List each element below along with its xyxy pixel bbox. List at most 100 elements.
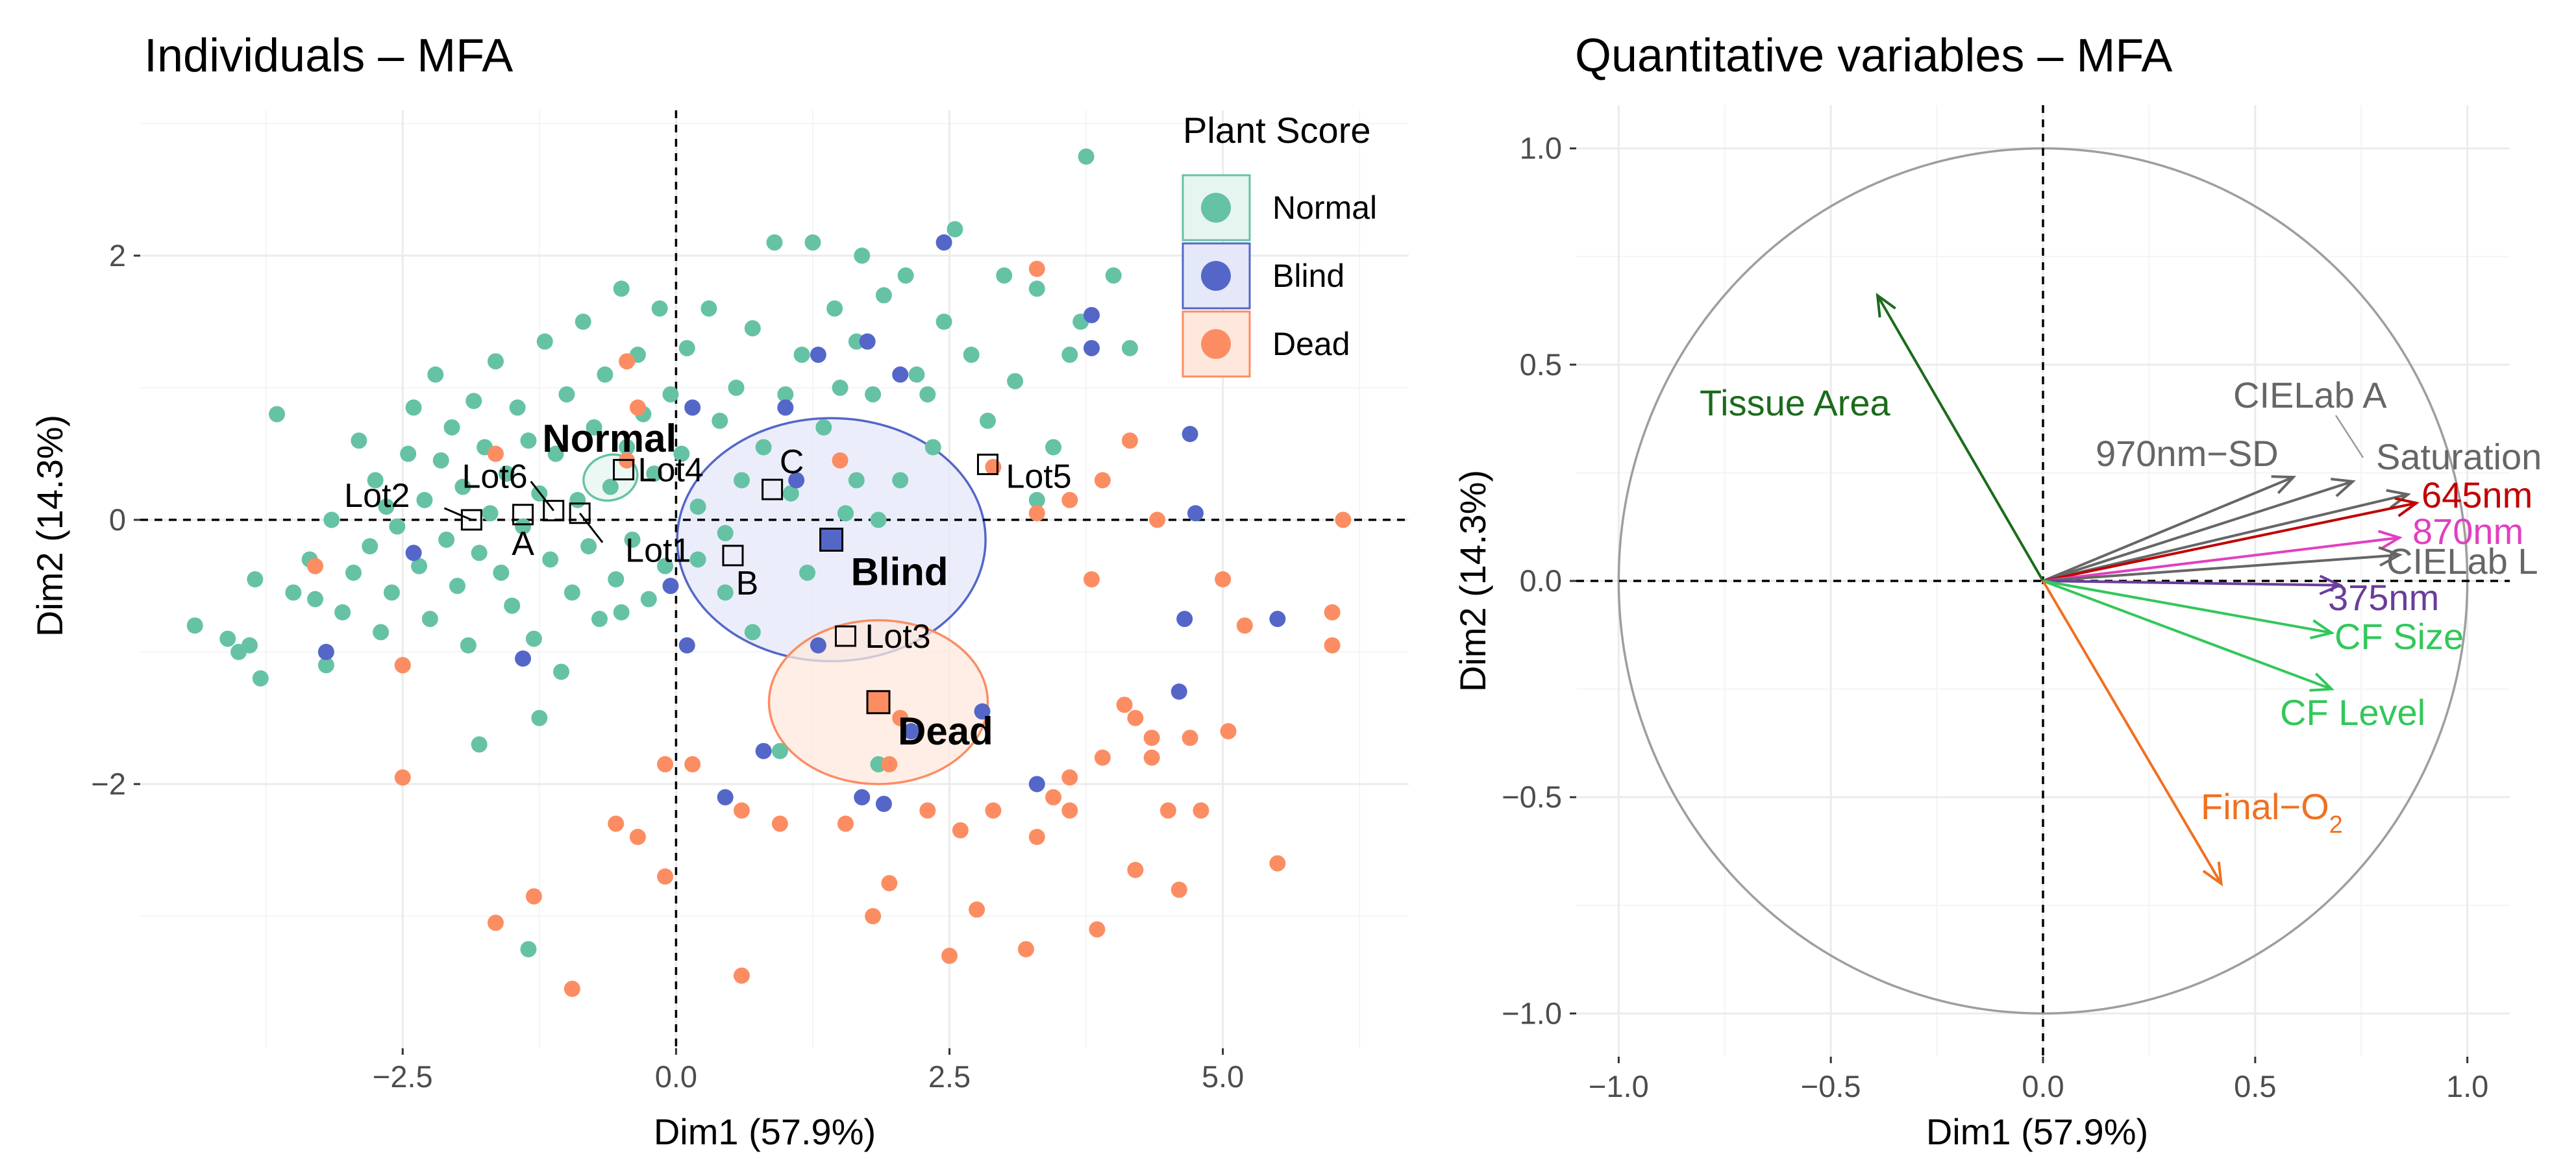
lot-marker [976, 453, 998, 475]
point-dead [394, 769, 411, 786]
individual-points [186, 148, 1352, 997]
point-dead [1061, 491, 1078, 508]
point-normal [897, 267, 914, 284]
point-dead [1089, 921, 1106, 938]
y-tick-label: 0 [109, 502, 126, 537]
point-normal [400, 445, 417, 462]
label-leader [443, 507, 472, 521]
point-blind [935, 234, 952, 251]
legend-label-normal: Normal [1272, 190, 1377, 226]
point-blind [1084, 339, 1100, 356]
point-blind [684, 399, 701, 416]
arrow-head [2202, 861, 2223, 887]
point-normal [247, 571, 264, 587]
point-normal [378, 498, 395, 515]
lot-marker [569, 502, 591, 524]
point-dead [307, 558, 324, 574]
left-x-axis-title: Dim1 (57.9%) [654, 1111, 876, 1152]
point-blind [875, 795, 892, 812]
legend-dot-normal [1201, 193, 1231, 223]
point-blind [662, 578, 679, 595]
point-dead [733, 967, 750, 984]
arrow-head [2309, 672, 2335, 692]
point-dead [1143, 730, 1160, 746]
point-dead [629, 399, 646, 416]
point-normal [443, 419, 460, 436]
variable-arrow [2042, 536, 2400, 582]
variable-arrow [2042, 580, 2333, 691]
lot-marker [834, 625, 856, 647]
arrow-head [2377, 530, 2403, 550]
point-dead [1127, 709, 1144, 726]
variable-label: 375nm [2328, 577, 2439, 618]
point-blind [1170, 683, 1187, 700]
point-dead [941, 948, 958, 965]
point-blind [515, 650, 532, 667]
point-dead [1269, 855, 1286, 872]
point-dead [1028, 505, 1045, 522]
point-normal [219, 630, 236, 647]
lot-label: Lot2 [344, 477, 410, 515]
lot-label: A [512, 525, 534, 563]
label-leader [2334, 415, 2364, 458]
right-x-axis-title: Dim1 (57.9%) [1926, 1111, 2148, 1152]
point-normal [832, 379, 848, 396]
point-normal [597, 366, 613, 383]
point-blind [788, 472, 805, 489]
point-dead [487, 445, 504, 462]
label-leader [578, 512, 604, 543]
point-normal [717, 524, 734, 541]
point-dead [1061, 769, 1078, 786]
point-normal [317, 657, 334, 674]
point-normal [744, 320, 761, 337]
variable-label: CF Level [2280, 692, 2425, 733]
y-tick-label: 0.5 [1520, 347, 1562, 382]
point-normal [542, 551, 559, 568]
point-dead [684, 756, 701, 772]
right-y-axis-title: Dim2 (14.3%) [1452, 470, 1493, 692]
variable-arrow [2042, 502, 2417, 582]
point-dead [394, 657, 411, 674]
point-dead [608, 815, 625, 832]
point-normal [1028, 280, 1045, 297]
point-normal [602, 478, 619, 495]
point-dead [952, 822, 969, 839]
point-normal [712, 412, 728, 429]
arrow-head [2331, 478, 2356, 497]
point-blind [810, 347, 826, 363]
point-normal [782, 485, 799, 502]
point-normal [580, 538, 597, 555]
legend-label-dead: Dead [1272, 326, 1350, 362]
point-normal [837, 505, 854, 522]
point-normal [416, 491, 433, 508]
right-panel-title: Quantitative variables – MFA [1575, 30, 2172, 82]
point-dead [969, 901, 985, 918]
point-dead [892, 709, 909, 726]
point-normal [640, 591, 657, 608]
arrow-head [2319, 574, 2344, 595]
point-normal [766, 234, 783, 251]
point-dead [865, 907, 882, 924]
point-blind [859, 333, 876, 350]
point-dead [1094, 472, 1111, 489]
variable-label: CF Size [2334, 616, 2464, 657]
point-blind [405, 545, 422, 561]
point-normal [509, 399, 526, 416]
point-normal [935, 314, 952, 330]
point-dead [1220, 723, 1237, 740]
point-normal [826, 300, 843, 317]
point-normal [854, 247, 871, 264]
point-normal [662, 386, 679, 403]
point-dead [1028, 828, 1045, 845]
point-normal [307, 591, 324, 608]
x-tick-label: 0.5 [2234, 1069, 2276, 1103]
point-dead [1170, 881, 1187, 898]
centroid-label-normal: Normal [542, 417, 676, 460]
point-blind [777, 399, 794, 416]
point-dead [1236, 617, 1253, 634]
point-dead [487, 915, 504, 931]
point-blind [317, 643, 334, 660]
x-tick-label: 0.0 [2022, 1069, 2064, 1103]
point-normal [269, 406, 286, 423]
legend-dot-dead [1201, 329, 1231, 359]
